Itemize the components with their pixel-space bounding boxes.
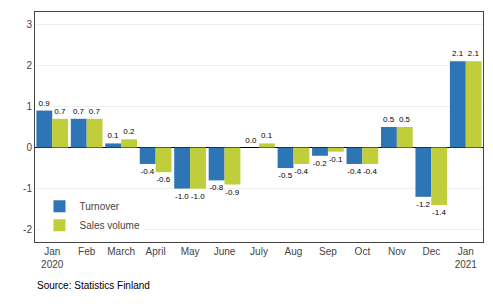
svg-text:0: 0	[26, 142, 32, 153]
svg-text:-0.4: -0.4	[141, 167, 155, 176]
svg-text:-1.0: -1.0	[175, 192, 189, 201]
svg-text:-0.9: -0.9	[225, 188, 239, 197]
svg-text:-0.6: -0.6	[156, 175, 170, 184]
svg-text:Turnover: Turnover	[79, 201, 119, 212]
svg-text:-0.1: -0.1	[329, 155, 343, 164]
svg-text:Feb: Feb	[78, 246, 96, 257]
svg-text:-0.4: -0.4	[294, 167, 308, 176]
svg-text:-0.4: -0.4	[363, 167, 377, 176]
svg-text:-1.2: -1.2	[416, 200, 430, 209]
svg-text:0.5: 0.5	[383, 115, 395, 124]
svg-text:Aug: Aug	[285, 246, 303, 257]
svg-text:Source: Statistics Finland: Source: Statistics Finland	[37, 280, 150, 291]
svg-text:2.1: 2.1	[452, 49, 464, 58]
svg-text:May: May	[181, 246, 200, 257]
svg-text:-1.4: -1.4	[432, 208, 446, 217]
svg-text:Oct: Oct	[355, 246, 371, 257]
svg-text:2.1: 2.1	[468, 49, 480, 58]
svg-text:-1.0: -1.0	[191, 192, 205, 201]
svg-text:June: June	[214, 246, 236, 257]
svg-text:0.7: 0.7	[89, 107, 101, 116]
svg-text:-0.2: -0.2	[313, 159, 327, 168]
svg-text:0.9: 0.9	[38, 99, 50, 108]
svg-text:0.5: 0.5	[399, 115, 411, 124]
svg-text:Dec: Dec	[422, 246, 440, 257]
svg-text:0.7: 0.7	[54, 107, 66, 116]
svg-text:2: 2	[26, 60, 32, 71]
svg-text:March: March	[107, 246, 135, 257]
svg-text:April: April	[146, 246, 166, 257]
svg-text:Sales volume: Sales volume	[79, 220, 139, 231]
svg-text:Jan2021: Jan2021	[455, 246, 478, 270]
svg-text:Sep: Sep	[319, 246, 337, 257]
svg-text:-1: -1	[23, 183, 32, 194]
svg-text:3: 3	[26, 19, 32, 30]
svg-text:Nov: Nov	[388, 246, 406, 257]
svg-text:0.0: 0.0	[245, 136, 257, 145]
svg-text:Jan2020: Jan2020	[41, 246, 64, 270]
svg-text:-0.5: -0.5	[278, 171, 292, 180]
svg-text:July: July	[250, 246, 268, 257]
svg-text:-2: -2	[23, 224, 32, 235]
svg-text:0.7: 0.7	[73, 107, 85, 116]
svg-text:1: 1	[26, 101, 32, 112]
svg-text:0.1: 0.1	[261, 131, 273, 140]
svg-text:-0.8: -0.8	[209, 183, 223, 192]
svg-text:-0.4: -0.4	[347, 167, 361, 176]
svg-text:0.2: 0.2	[123, 127, 135, 136]
svg-text:0.1: 0.1	[107, 131, 119, 140]
